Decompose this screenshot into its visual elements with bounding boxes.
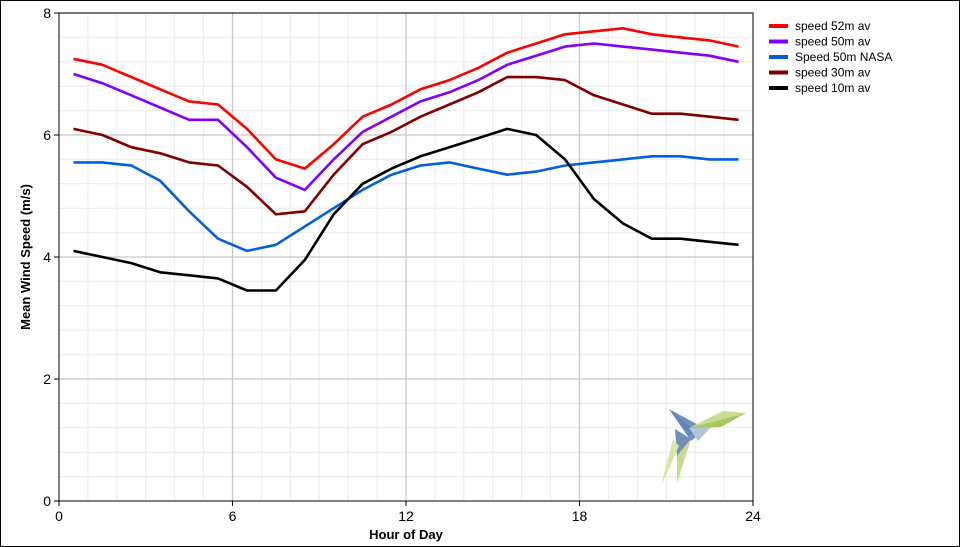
legend-label-0: speed 52m av — [795, 19, 870, 33]
legend-label-3: speed 30m av — [795, 66, 870, 80]
axis-ticks — [54, 12, 754, 506]
y-tick-label: 8 — [43, 5, 51, 21]
series-line-1 — [73, 42, 739, 192]
y-tick-label: 4 — [43, 249, 51, 265]
x-tick-label: 12 — [398, 508, 414, 524]
series-line-0 — [73, 26, 739, 170]
series-line-2 — [73, 155, 739, 253]
legend-label-2: Speed 50m NASA — [795, 50, 892, 64]
legend-label-4: speed 10m av — [795, 81, 870, 95]
kite-logo-icon — [661, 409, 746, 486]
y-tick-label: 2 — [43, 371, 51, 387]
x-tick-label: 0 — [55, 508, 63, 524]
y-tick-labels: 0 2 4 6 8 — [43, 5, 51, 509]
series-lines — [73, 26, 739, 292]
y-tick-label: 6 — [43, 127, 51, 143]
series-line-3 — [73, 75, 739, 216]
x-tick-label: 18 — [572, 508, 588, 524]
x-tick-label: 6 — [229, 508, 237, 524]
series-line-4 — [73, 127, 739, 292]
x-axis-title: Hour of Day — [369, 527, 443, 542]
y-axis-title: Mean Wind Speed (m/s) — [18, 184, 33, 330]
x-tick-labels: 0 6 12 18 24 — [55, 508, 761, 524]
legend-label-1: speed 50m av — [795, 35, 870, 49]
x-tick-label: 24 — [745, 508, 761, 524]
y-tick-label: 0 — [43, 493, 51, 509]
